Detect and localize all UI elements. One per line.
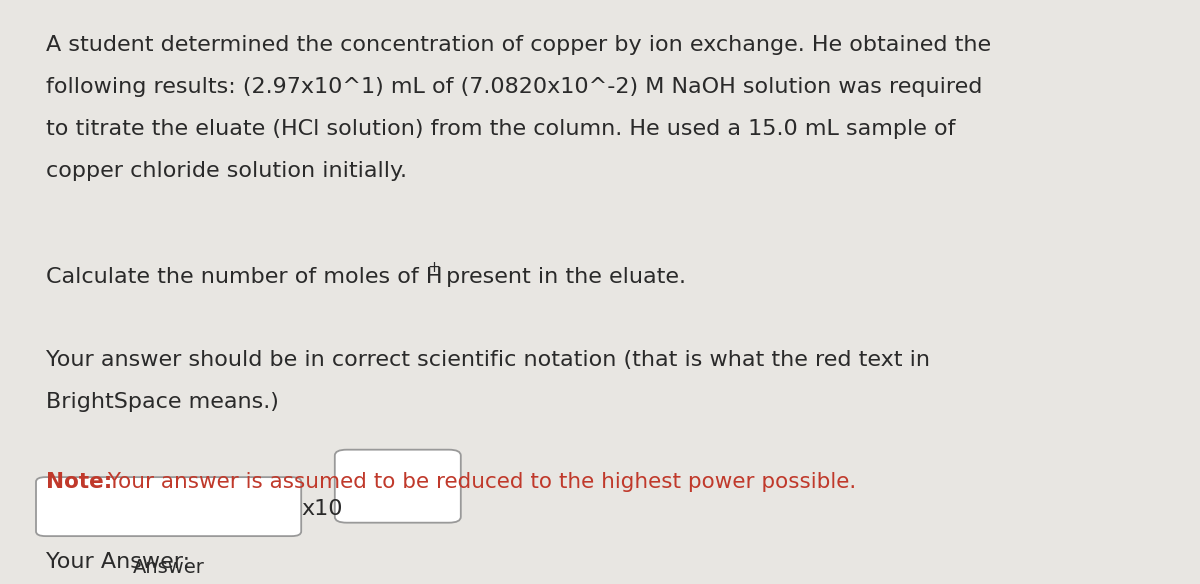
FancyBboxPatch shape	[335, 450, 461, 523]
Text: Your answer should be in correct scientific notation (that is what the red text : Your answer should be in correct scienti…	[46, 350, 930, 370]
Text: copper chloride solution initially.: copper chloride solution initially.	[46, 161, 407, 181]
Text: to titrate the eluate (HCl solution) from the column. He used a 15.0 mL sample o: to titrate the eluate (HCl solution) fro…	[46, 119, 955, 139]
FancyBboxPatch shape	[36, 477, 301, 536]
Text: following results: (2.97x10^1) mL of (7.0820x10^-2) M NaOH solution was required: following results: (2.97x10^1) mL of (7.…	[46, 77, 982, 97]
Text: Answer: Answer	[133, 558, 204, 577]
Text: BrightSpace means.): BrightSpace means.)	[46, 392, 278, 412]
Text: Your Answer:: Your Answer:	[46, 552, 190, 572]
Text: Calculate the number of moles of H: Calculate the number of moles of H	[46, 267, 442, 287]
Text: Your answer is assumed to be reduced to the highest power possible.: Your answer is assumed to be reduced to …	[101, 472, 856, 492]
Text: x10: x10	[301, 499, 343, 519]
Text: A student determined the concentration of copper by ion exchange. He obtained th: A student determined the concentration o…	[46, 35, 991, 55]
Text: present in the eluate.: present in the eluate.	[439, 267, 686, 287]
Text: Note:: Note:	[46, 472, 112, 492]
Text: +: +	[427, 260, 440, 276]
